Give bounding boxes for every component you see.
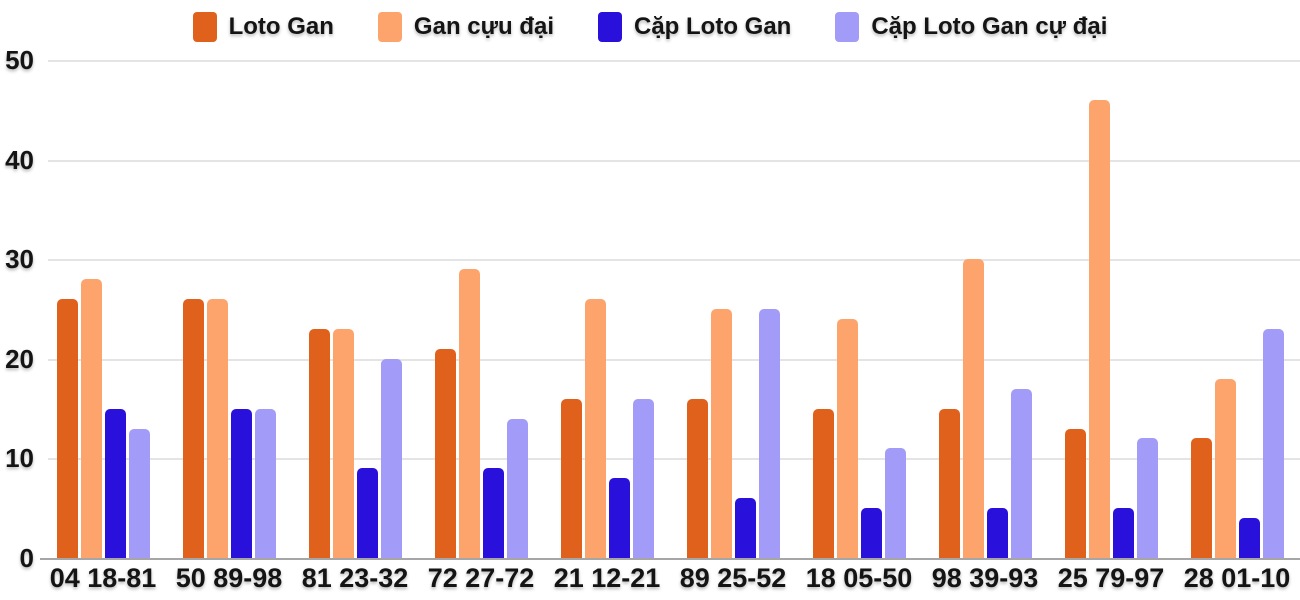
legend-item-gan-cuu-ai[interactable]: Gan cựu đại [377, 12, 554, 42]
chart-bar[interactable] [56, 299, 78, 558]
chart-bar[interactable] [380, 359, 402, 558]
legend-item-loto-gan[interactable]: Loto Gan [192, 12, 334, 42]
y-axis-tick-label: 30 [5, 244, 34, 275]
x-axis-category-label: 28 01-10 [1183, 563, 1291, 593]
chart-bar[interactable] [1214, 379, 1236, 558]
legend-label: Cặp Loto Gan cự đại [871, 13, 1108, 40]
bar-group-72-27-72 [418, 60, 544, 558]
chart-bar[interactable] [1112, 508, 1134, 558]
chart-bar[interactable] [434, 349, 456, 558]
bar-group-28-01-10 [1174, 60, 1300, 558]
legend-item-cap-loto-gan-cu-ai[interactable]: Cặp Loto Gan cự đại [835, 12, 1107, 42]
x-axis-category-label: 72 27-72 [427, 563, 535, 593]
y-axis-tick-label: 10 [5, 443, 34, 474]
chart-bar[interactable] [836, 319, 858, 558]
y-axis-tick-label: 20 [5, 343, 34, 374]
chart-bar[interactable] [938, 409, 960, 558]
x-axis: 04 18-81 50 89-98 81 23-32 72 27-72 21 12-21… [40, 562, 1300, 594]
x-axis-category-label: 50 89-98 [175, 563, 283, 593]
chart-bar[interactable] [182, 299, 204, 558]
chart-bar[interactable] [560, 399, 582, 558]
chart-bar[interactable] [254, 409, 276, 558]
chart-bar[interactable] [482, 468, 504, 558]
y-axis-tick-label: 50 [5, 45, 34, 75]
legend-swatch-icon [598, 12, 622, 42]
plot-area [40, 60, 1300, 560]
x-axis-category-label: 98 39-93 [931, 563, 1039, 593]
chart-bar[interactable] [686, 399, 708, 558]
chart-bar[interactable] [710, 309, 732, 558]
gridline [48, 259, 1300, 262]
chart-bar[interactable] [962, 259, 984, 558]
chart-bar[interactable] [230, 409, 252, 558]
bar-group-98-39-93 [922, 60, 1048, 558]
y-axis: 0 10 20 30 40 50 [0, 0, 34, 600]
chart-bar[interactable] [308, 329, 330, 558]
chart-bar[interactable] [1088, 100, 1110, 558]
legend-swatch-icon [835, 12, 860, 42]
gridline [48, 60, 1300, 62]
chart-bar[interactable] [458, 269, 480, 558]
chart-bar[interactable] [812, 409, 834, 558]
gridline [48, 458, 1300, 461]
chart-bar[interactable] [1262, 329, 1284, 558]
x-axis-category-label: 04 18-81 [49, 563, 157, 593]
x-axis-category-label: 25 79-97 [1057, 563, 1165, 593]
x-axis-category-label: 89 25-52 [679, 563, 787, 593]
chart-bar[interactable] [1136, 438, 1158, 558]
legend-item-cap-loto-gan[interactable]: Cặp Loto Gan [598, 12, 791, 42]
chart-bar[interactable] [356, 468, 378, 558]
gridline [48, 159, 1300, 162]
chart-legend: Loto Gan Gan cựu đại Cặp Loto Gan Cặp Loto … [0, 8, 1300, 46]
bar-group-89-25-52 [670, 60, 796, 558]
legend-swatch-icon [192, 12, 217, 42]
bar-group-81-23-32 [292, 60, 418, 558]
chart-bar[interactable] [758, 309, 780, 558]
legend-label: Loto Gan [228, 13, 334, 40]
x-axis-category-label: 21 12-21 [553, 563, 661, 593]
legend-label: Gan cựu đại [413, 13, 554, 40]
chart-bar[interactable] [1064, 429, 1086, 558]
chart-bar[interactable] [206, 299, 228, 558]
chart-bar[interactable] [1190, 438, 1212, 558]
bar-group-50-89-98 [166, 60, 292, 558]
chart-bar[interactable] [332, 329, 354, 558]
bar-group-04-18-81 [40, 60, 166, 558]
chart-bar[interactable] [860, 508, 882, 558]
chart-bar[interactable] [584, 299, 606, 558]
chart-bar[interactable] [986, 508, 1008, 558]
chart-bar[interactable] [734, 498, 756, 558]
legend-label: Cặp Loto Gan [634, 13, 792, 40]
bar-group-21-12-21 [544, 60, 670, 558]
bars-layer [40, 60, 1300, 558]
x-axis-line [40, 558, 1300, 560]
legend-swatch-icon [377, 12, 402, 42]
chart-bar[interactable] [884, 448, 906, 558]
gridline [48, 358, 1300, 361]
chart-bar[interactable] [104, 409, 126, 558]
bar-group-25-79-97 [1048, 60, 1174, 558]
bar-group-18-05-50 [796, 60, 922, 558]
chart-bar[interactable] [632, 399, 654, 558]
x-axis-category-label: 81 23-32 [301, 563, 409, 593]
chart-bar[interactable] [1010, 389, 1032, 558]
chart-bar[interactable] [608, 478, 630, 558]
chart-bar[interactable] [1238, 518, 1260, 558]
y-axis-tick-label: 0 [19, 543, 34, 573]
chart-bar[interactable] [506, 419, 528, 558]
y-axis-tick-label: 40 [5, 144, 34, 175]
x-axis-category-label: 18 05-50 [805, 563, 913, 593]
chart-bar[interactable] [80, 279, 102, 558]
chart-bar[interactable] [128, 429, 150, 558]
